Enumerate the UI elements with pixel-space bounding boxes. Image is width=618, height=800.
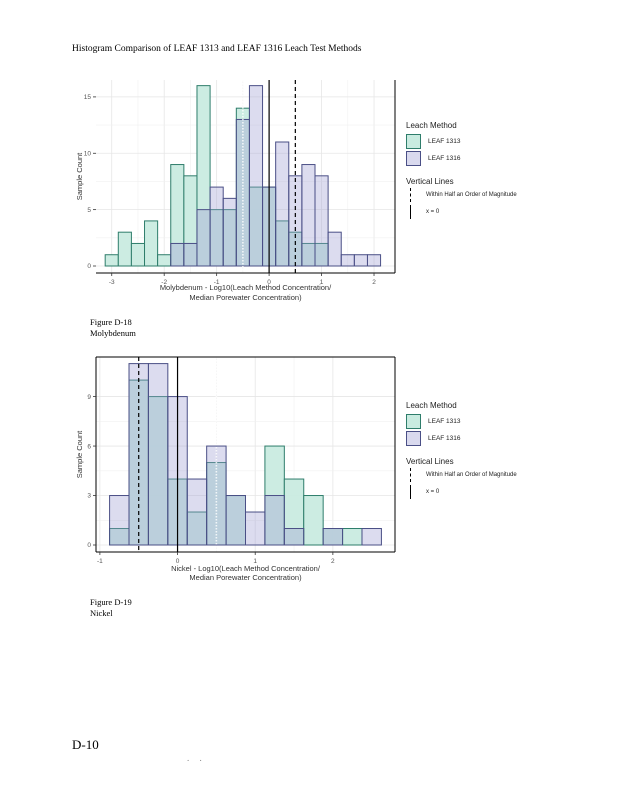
legend-key-leaf1316: LEAF 1316: [406, 150, 517, 167]
bar-leaf1316: [225, 495, 246, 546]
bar-leaf1313: [303, 495, 324, 546]
swatch-leaf1313: [406, 134, 421, 149]
legend-lines-title: Vertical Lines: [406, 177, 454, 186]
bars: [109, 363, 382, 546]
bar-leaf1316: [314, 175, 329, 267]
y-tick-label: 5: [87, 207, 91, 214]
x-axis-label-line2: Median Porewater Concentration): [189, 573, 302, 582]
bar-leaf1316: [264, 495, 285, 546]
solid-line-icon: [406, 204, 416, 219]
y-tick-label: 9: [87, 394, 91, 401]
x-tick-label: 2: [331, 558, 335, 565]
legend-lines-title: Vertical Lines: [406, 457, 454, 466]
legend-label-leaf1316: LEAF 1316: [428, 435, 461, 442]
bar-leaf1316: [283, 528, 305, 546]
legend-label-leaf1313: LEAF 1313: [428, 418, 461, 425]
legend-key-leaf1313: LEAF 1313: [406, 133, 517, 150]
dashed-line-icon: [406, 467, 416, 482]
bar-leaf1316: [322, 528, 344, 546]
x-tick-label: -1: [97, 558, 103, 565]
bar-leaf1316: [186, 478, 208, 546]
x-tick-label: -1: [214, 279, 220, 286]
figure-caption-d18: Figure D-18 Molybdenum: [90, 317, 136, 339]
legend-key-leaf1316: LEAF 1316: [406, 430, 517, 447]
legend-line-label: x = 0: [426, 208, 440, 215]
swatch-leaf1313: [406, 414, 421, 429]
bar-leaf1316: [245, 511, 266, 546]
y-axis-label: Sample Count: [75, 430, 84, 478]
x-tick-label: 0: [176, 558, 180, 565]
solid-line-icon: [406, 484, 416, 499]
dashed-line-icon: [406, 187, 416, 202]
figure-name: Nickel: [90, 608, 113, 618]
x-tick-label: 0: [267, 279, 271, 286]
legend-line-x0: x = 0: [406, 203, 517, 220]
footer-dots: . .: [187, 753, 206, 763]
y-tick-label: 3: [87, 493, 91, 500]
legend-title: Leach Method: [406, 121, 457, 130]
bar-leaf1316: [147, 363, 169, 546]
y-tick-label: 0: [87, 542, 91, 549]
x-tick-label: 1: [320, 279, 324, 286]
document-title: Histogram Comparison of LEAF 1313 and LE…: [72, 44, 362, 54]
bar-leaf1316: [128, 363, 149, 546]
x-tick-label: 1: [253, 558, 257, 565]
legend-title: Leach Method: [406, 401, 457, 410]
x-tick-label: -3: [109, 279, 115, 286]
x-axis-label-line2: Median Porewater Concentration): [189, 293, 302, 302]
legend-line-half-order: Within Half an Order of Magnitude: [406, 466, 517, 483]
y-tick-label: 15: [84, 94, 92, 101]
figure-label: Figure D-18: [90, 317, 132, 327]
legend-line-label: Within Half an Order of Magnitude: [426, 471, 517, 478]
x-tick-label: -2: [161, 279, 167, 286]
y-tick-label: 0: [87, 263, 91, 270]
legend-key-leaf1313: LEAF 1313: [406, 413, 517, 430]
bars: [104, 85, 382, 267]
legend-molybdenum: Leach Method LEAF 1313 LEAF 1316 Vertica…: [406, 121, 517, 220]
legend-line-label: x = 0: [426, 488, 440, 495]
bar-leaf1316: [366, 254, 382, 267]
bar-leaf1316: [109, 495, 130, 546]
bar-leaf1316: [327, 231, 342, 267]
legend-line-label: Within Half an Order of Magnitude: [426, 191, 517, 198]
swatch-leaf1316: [406, 151, 421, 166]
figure-name: Molybdenum: [90, 328, 136, 338]
bar-leaf1313: [144, 220, 159, 267]
page-number: D-10: [72, 737, 99, 752]
bar-leaf1316: [361, 528, 382, 546]
y-axis-label: Sample Count: [75, 152, 84, 200]
swatch-leaf1316: [406, 431, 421, 446]
y-tick-label: 10: [84, 150, 92, 157]
x-axis-label-line1: Nickel - Log10(Leach Method Concentratio…: [171, 564, 321, 573]
y-tick-label: 6: [87, 443, 91, 450]
x-axis-label-line1: Molybdenum - Log10(Leach Method Concentr…: [160, 283, 332, 292]
legend-line-half-order: Within Half an Order of Magnitude: [406, 186, 517, 203]
legend-label-leaf1313: LEAF 1313: [428, 138, 461, 145]
legend-nickel: Leach Method LEAF 1313 LEAF 1316 Vertica…: [406, 401, 517, 500]
figure-label: Figure D-19: [90, 597, 132, 607]
bar-leaf1316: [248, 85, 264, 267]
x-tick-label: 2: [372, 279, 376, 286]
figure-caption-d19: Figure D-19 Nickel: [90, 597, 132, 619]
legend-line-x0: x = 0: [406, 483, 517, 500]
legend-label-leaf1316: LEAF 1316: [428, 155, 461, 162]
bar-leaf1313: [342, 528, 363, 546]
